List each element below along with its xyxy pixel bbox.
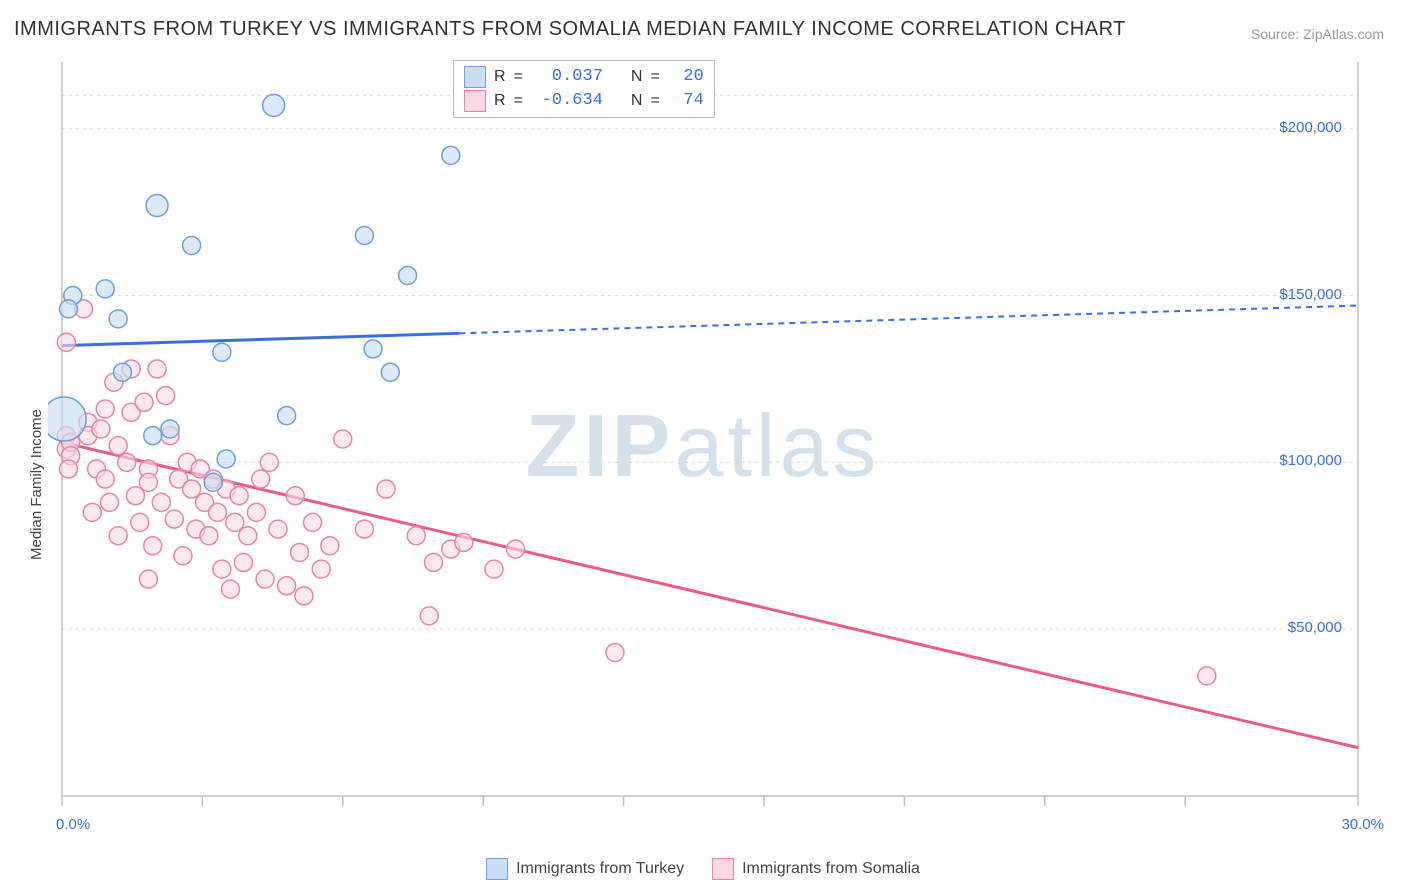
n-label: N [631,65,643,89]
y-tick-label: $200,000 [1279,119,1342,136]
stats-legend-row-turkey: R = 0.037 N = 20 [464,65,704,89]
bottom-legend-item-somalia: Immigrants from Somalia [712,858,920,880]
legend-swatch-turkey [486,858,508,880]
y-tick-label: $150,000 [1279,286,1342,303]
source-attribution: Source: ZipAtlas.com [1251,26,1384,42]
equals: = [514,89,523,113]
x-tick-label: 30.0% [1341,816,1384,833]
n-label: N [631,89,643,113]
equals: = [514,65,523,89]
bottom-legend: Immigrants from Turkey Immigrants from S… [486,858,920,880]
r-value-turkey: 0.037 [531,65,603,89]
legend-swatch-turkey [464,66,486,88]
stats-legend-row-somalia: R = -0.634 N = 74 [464,89,704,113]
legend-label-turkey: Immigrants from Turkey [516,860,684,878]
n-value-somalia: 74 [668,89,704,113]
scatter-chart-svg [48,56,1384,816]
source-link[interactable]: ZipAtlas.com [1303,26,1384,42]
y-tick-label: $100,000 [1279,452,1342,469]
legend-label-somalia: Immigrants from Somalia [742,860,920,878]
n-value-turkey: 20 [668,65,704,89]
stats-legend-box: R = 0.037 N = 20 R = -0.634 N = 74 [453,60,715,118]
chart-title: IMMIGRANTS FROM TURKEY VS IMMIGRANTS FRO… [14,18,1126,41]
source-prefix: Source: [1251,26,1303,42]
y-tick-label: $50,000 [1288,619,1342,636]
r-value-somalia: -0.634 [531,89,603,113]
legend-swatch-somalia [712,858,734,880]
y-axis-label: Median Family Income [28,409,45,560]
r-label: R [494,89,506,113]
bottom-legend-item-turkey: Immigrants from Turkey [486,858,684,880]
chart-plot-area [48,56,1384,816]
r-label: R [494,65,506,89]
x-tick-label: 0.0% [56,816,90,833]
equals: = [650,89,659,113]
legend-swatch-somalia [464,90,486,112]
equals: = [650,65,659,89]
chart-container: IMMIGRANTS FROM TURKEY VS IMMIGRANTS FRO… [0,0,1406,892]
